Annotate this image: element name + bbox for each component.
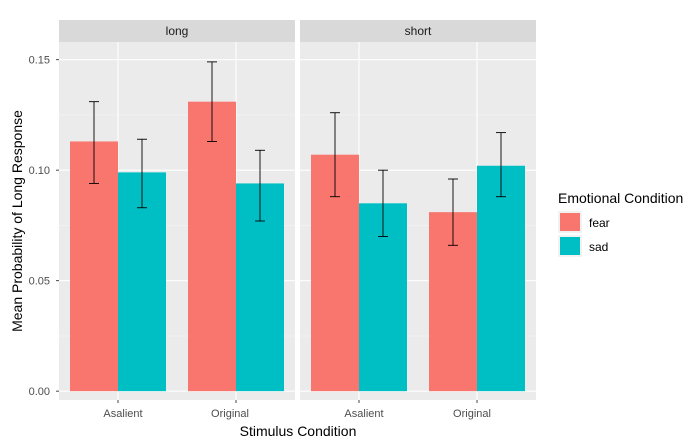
bar-sad: [477, 165, 525, 392]
bar-sad: [118, 172, 166, 392]
facet-strip-short: short: [300, 20, 536, 42]
panel-short: [300, 42, 536, 400]
error-bar: [496, 132, 506, 198]
legend-label-sad: sad: [589, 240, 608, 254]
facet-label-long: long: [166, 24, 189, 38]
x-tick-label: Original: [453, 408, 491, 420]
bar-fear: [188, 101, 236, 392]
facet-label-short: short: [405, 24, 432, 38]
y-tick-label: 0.05: [29, 276, 50, 288]
x-axis-title: Stimulus Condition: [240, 423, 357, 439]
x-axis: Asalient Original Asalient Original: [103, 408, 491, 420]
legend-title: Emotional Condition: [558, 190, 683, 206]
error-bar: [255, 149, 265, 222]
y-axis: 0.00 0.05 0.10 0.15: [29, 55, 50, 399]
error-bar: [89, 101, 99, 184]
error-bar: [137, 138, 147, 209]
x-tick-label: Asalient: [344, 408, 383, 420]
y-tick-label: 0.15: [29, 55, 50, 67]
error-bar: [378, 169, 388, 237]
y-tick-label: 0.10: [29, 165, 50, 177]
y-tick-label: 0.00: [29, 386, 50, 398]
legend: Emotional Condition fear sad: [558, 190, 683, 257]
legend-swatch-fear: [560, 213, 580, 231]
panel-long: [59, 42, 295, 400]
x-tick-label: Original: [211, 408, 249, 420]
facet-strip-long: long: [59, 20, 295, 42]
error-bar: [448, 178, 458, 246]
error-bar: [207, 61, 217, 142]
x-tick-label: Asalient: [103, 408, 142, 420]
y-axis-title: Mean Probability of Long Response: [9, 110, 25, 332]
error-bar: [330, 112, 340, 198]
legend-swatch-sad: [560, 237, 580, 255]
legend-label-fear: fear: [589, 216, 610, 230]
